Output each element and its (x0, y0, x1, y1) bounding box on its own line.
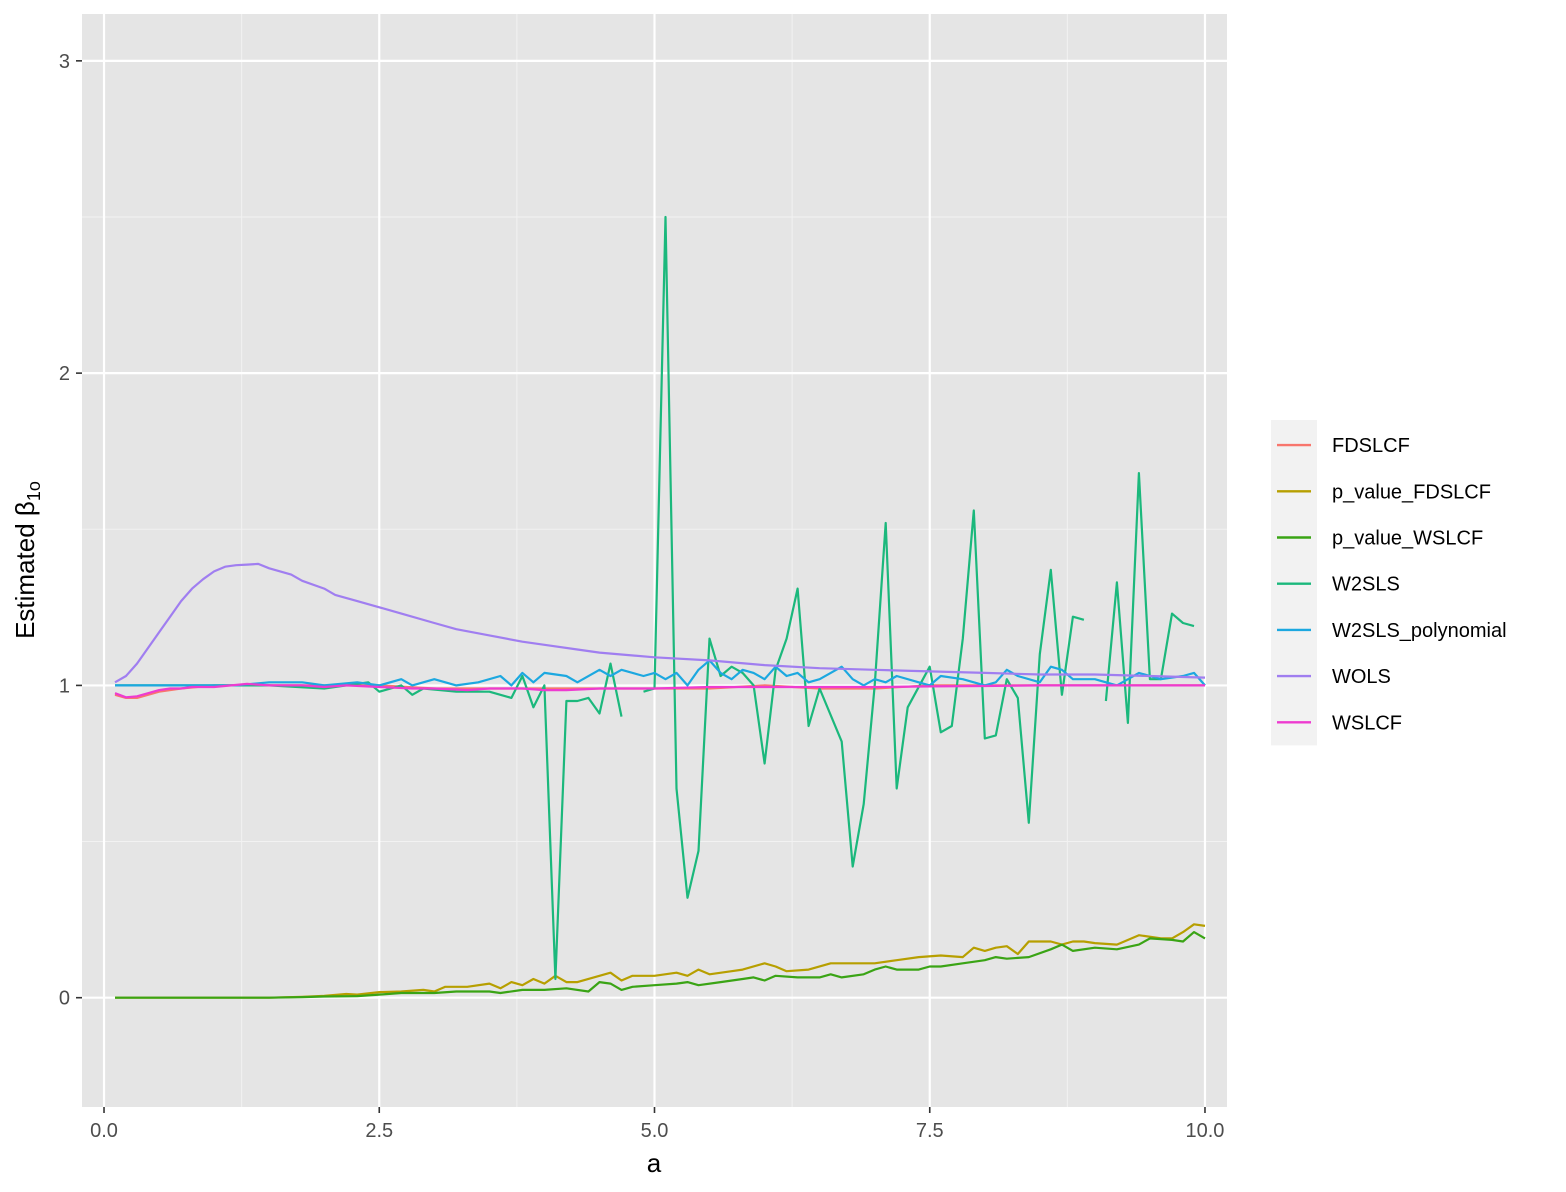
legend-label-w2sls: W2SLS (1332, 574, 1400, 596)
y-axis-title-main: Estimated β (10, 501, 40, 639)
series-lines (114, 215, 1206, 999)
x-tick-label: 5.0 (641, 1120, 669, 1142)
series-line-w2sls (643, 215, 1085, 899)
legend: FDSLCF p_value_FDSLCF p_value_WSLCF W2SLS W2… (1271, 420, 1507, 746)
legend-label-wols: WOLS (1332, 666, 1391, 688)
legend-label-p-value-fdslcf: p_value_FDSLCF (1332, 481, 1491, 503)
y-tick-label: 0 (59, 988, 70, 1010)
series-line-wslcf (114, 682, 1205, 699)
series-line-w2sls (115, 662, 623, 981)
legend-label-fdslcf: FDSLCF (1332, 435, 1410, 457)
x-tick-label: 10.0 (1186, 1120, 1225, 1142)
x-tick-label: 0.0 (90, 1120, 118, 1142)
y-axis: 0 1 2 3 (59, 51, 82, 1010)
x-axis-title: a (647, 1148, 662, 1178)
x-axis: 0.0 2.5 5.0 7.5 10.0 (90, 1107, 1224, 1142)
y-tick-label: 3 (59, 51, 70, 73)
x-tick-label: 7.5 (916, 1120, 944, 1142)
y-tick-label: 2 (59, 363, 70, 385)
series-line-p-value-fdslcf (115, 923, 1206, 999)
legend-label-p-value-wslcf: p_value_WSLCF (1332, 528, 1483, 550)
x-tick-label: 2.5 (365, 1120, 393, 1142)
series-line-wols (114, 562, 1206, 684)
series-line-p-value-wslcf (115, 931, 1206, 999)
y-axis-title: Estimated β1o (10, 481, 44, 639)
y-tick-label: 1 (59, 675, 70, 697)
legend-label-w2sls-polynomial: W2SLS_polynomial (1332, 620, 1507, 642)
legend-label-wslcf: WSLCF (1332, 712, 1402, 734)
series-line-w2sls (1104, 472, 1195, 724)
y-axis-title-subscript: 1o (24, 481, 44, 501)
